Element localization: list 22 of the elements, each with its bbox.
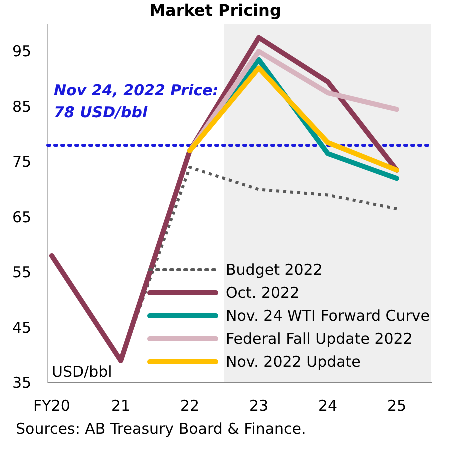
y-tick-label: 45 [12,318,32,337]
y-axis-title: USD/bbl [52,363,112,381]
x-tick-label: 25 [387,397,407,415]
y-tick-label: 85 [12,98,32,116]
y-tick-label: 65 [12,208,32,226]
y-tick-label: 95 [12,42,32,61]
x-tick-label: 24 [318,397,338,415]
x-tick-label: 23 [249,397,269,415]
legend-label: Oct. 2022 [226,284,300,302]
y-tick-label: 75 [12,153,32,172]
source-note: Sources: AB Treasury Board & Finance. [16,420,306,438]
chart-title: Market Pricing [150,1,282,20]
legend-label: Nov. 2022 Update [226,353,361,371]
x-tick-label: 21 [111,397,131,415]
x-tick-label: 22 [180,397,200,415]
legend-label: Nov. 24 WTI Forward Curve [226,307,430,325]
legend-label: Budget 2022 [226,261,323,279]
ref-line-label: Nov 24, 2022 Price: 78 USD/bbl [54,82,219,122]
y-tick-label: 35 [12,374,32,392]
x-tick-label: FY20 [34,397,70,415]
y-tick-label: 55 [12,264,32,282]
legend-label: Federal Fall Update 2022 [226,330,413,348]
